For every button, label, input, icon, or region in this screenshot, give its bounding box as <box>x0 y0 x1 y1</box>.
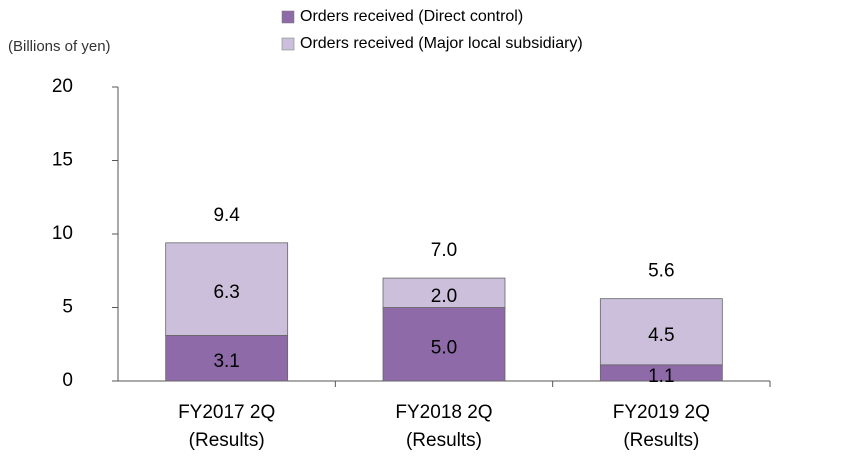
x-tick-label: FY2017 2Q <box>178 402 275 423</box>
legend-label: Orders received (Direct control) <box>300 8 523 25</box>
x-tick-label: FY2019 2Q <box>613 402 710 423</box>
y-tick-label: 10 <box>52 223 73 244</box>
x-tick-label: (Results) <box>623 430 699 451</box>
x-tick-label: FY2018 2Q <box>395 402 492 423</box>
x-tick-label: (Results) <box>189 430 265 451</box>
y-tick-label: 0 <box>62 370 73 391</box>
legend-swatch <box>281 37 295 51</box>
y-tick-label: 5 <box>62 297 73 318</box>
y-axis-label: (Billions of yen) <box>8 38 111 55</box>
legend-swatch <box>281 10 295 24</box>
x-tick-label: (Results) <box>406 430 482 451</box>
bar-segment <box>382 307 506 382</box>
total-label: 7.0 <box>431 240 457 261</box>
data-label: 6.3 <box>213 282 239 303</box>
total-label: 9.4 <box>213 205 240 226</box>
bar-segment <box>165 242 289 336</box>
data-label: 1.1 <box>648 366 674 387</box>
bar-segment <box>599 298 723 366</box>
bar-segment <box>382 277 506 308</box>
total-label: 5.6 <box>648 261 674 282</box>
data-label: 5.0 <box>431 337 457 358</box>
y-tick-label: 15 <box>52 150 73 171</box>
legend-label: Orders received (Major local subsidiary) <box>300 35 583 52</box>
data-label: 3.1 <box>213 351 239 372</box>
data-label: 2.0 <box>431 286 457 307</box>
y-tick-label: 20 <box>52 76 73 97</box>
data-label: 4.5 <box>648 325 674 346</box>
